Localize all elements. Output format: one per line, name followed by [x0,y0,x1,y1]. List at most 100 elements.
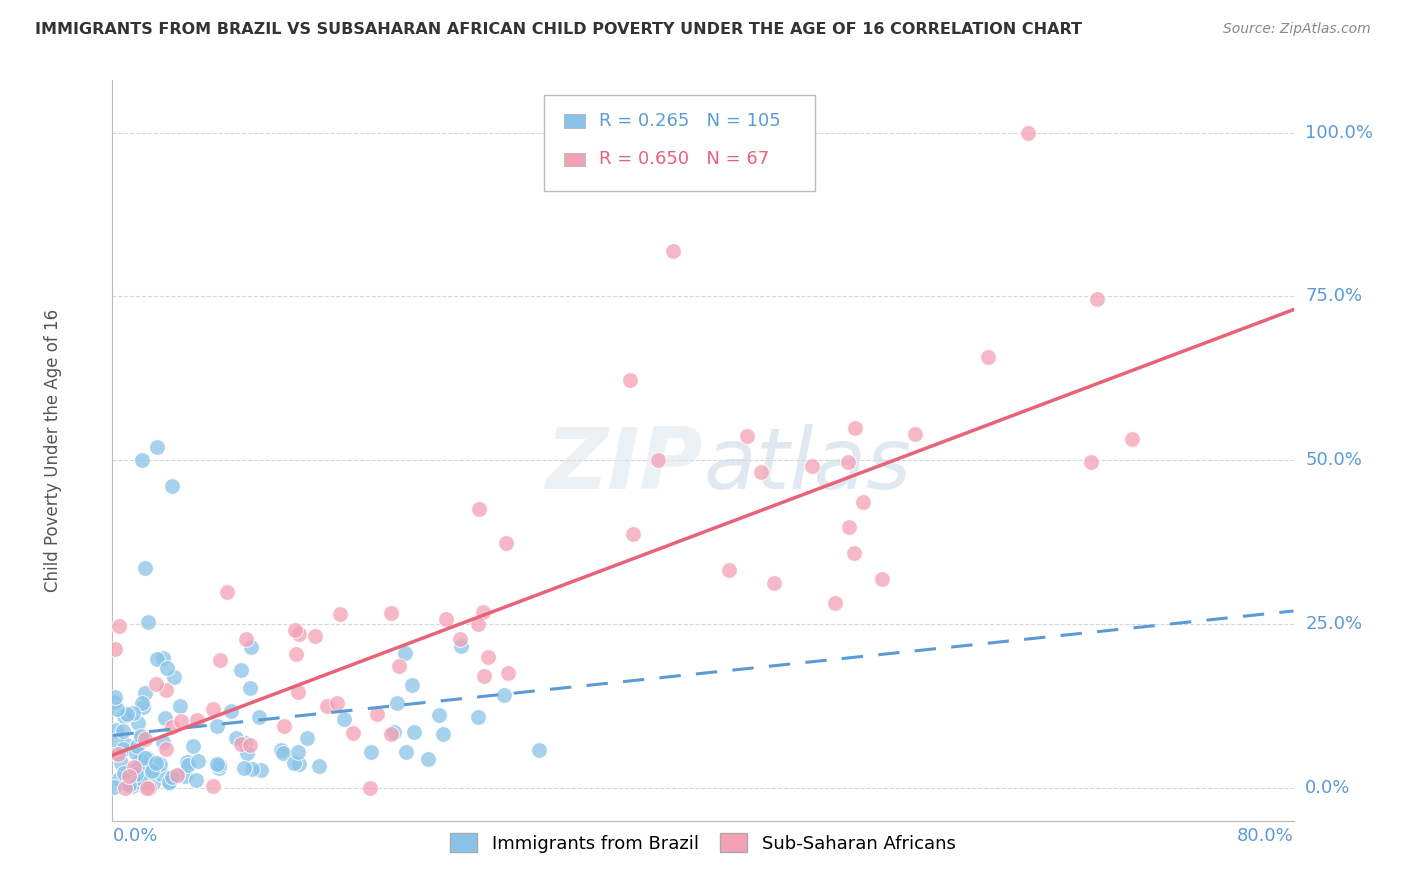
Point [394,646,416,660]
Bar [564,153,585,166]
Point [104,733,127,747]
Point [134,751,156,765]
Point [284,623,307,637]
Point [122,767,145,781]
Point [162,770,184,784]
Text: R = 0.265   N = 105: R = 0.265 N = 105 [599,112,780,130]
Point [122,760,145,774]
Text: Child Poverty Under the Age of 16: Child Poverty Under the Age of 16 [45,309,62,592]
Point [186,713,208,727]
Point [380,726,402,740]
Point [402,725,425,739]
Point [131,453,153,467]
Point [749,465,772,479]
Point [107,747,129,761]
Point [129,729,152,743]
Point [326,696,349,710]
Point [1017,126,1039,140]
Point [824,596,846,610]
Point [432,727,454,741]
Point [235,632,257,646]
Point [416,752,439,766]
Point [138,780,160,795]
Point [233,736,256,750]
Text: 80.0%: 80.0% [1237,827,1294,846]
Point [114,780,136,795]
Point [104,690,127,704]
Point [152,651,174,665]
Point [401,678,423,692]
Point [134,685,156,699]
Point [229,664,252,678]
Point [118,769,141,783]
Point [735,429,758,443]
Point [135,750,157,764]
Point [207,719,229,733]
Point [166,767,188,781]
Point [136,615,159,629]
Point [662,244,685,258]
Point [104,746,127,760]
Point [142,776,165,790]
Point [111,723,134,738]
Text: 0.0%: 0.0% [112,827,157,846]
Point [215,585,238,599]
Point [477,650,499,665]
Point [270,743,292,757]
Point [141,764,163,778]
Point [287,745,309,759]
Point [225,731,247,745]
Point [718,563,741,577]
Point [527,743,550,757]
Point [621,527,644,541]
Point [162,720,184,734]
Point [134,561,156,575]
Point [166,768,188,782]
Point [287,684,309,698]
Point [118,779,141,793]
Text: ZIP: ZIP [546,424,703,507]
Point [388,659,411,673]
Point [163,670,186,684]
Point [157,776,180,790]
Point [283,756,305,770]
Point [495,535,517,549]
Point [181,739,204,753]
Point [127,739,149,754]
Point [125,766,148,780]
Point [450,639,472,653]
Text: 75.0%: 75.0% [1305,287,1362,305]
Point [105,723,128,737]
Point [155,683,177,698]
Point [304,629,326,643]
Point [110,756,132,770]
Point [467,616,489,631]
Point [844,421,866,435]
Point [122,776,145,790]
Point [129,753,152,767]
Point [382,725,405,739]
Point [125,761,148,775]
Point [236,746,259,760]
Point [121,779,143,793]
Point [118,778,141,792]
Point [472,669,495,683]
Point [380,606,402,620]
Point [150,767,173,781]
Point [308,759,330,773]
Point [132,776,155,790]
Point [359,780,381,795]
Point [427,707,450,722]
Point [115,739,138,753]
Point [170,714,193,728]
Text: R = 0.650   N = 67: R = 0.650 N = 67 [599,151,769,169]
Point [132,700,155,714]
Point [155,742,177,756]
Point [134,732,156,747]
Point [247,710,270,724]
Point [273,719,295,733]
Point [152,735,174,749]
Point [385,696,408,710]
Point [202,779,225,793]
Point [201,701,224,715]
